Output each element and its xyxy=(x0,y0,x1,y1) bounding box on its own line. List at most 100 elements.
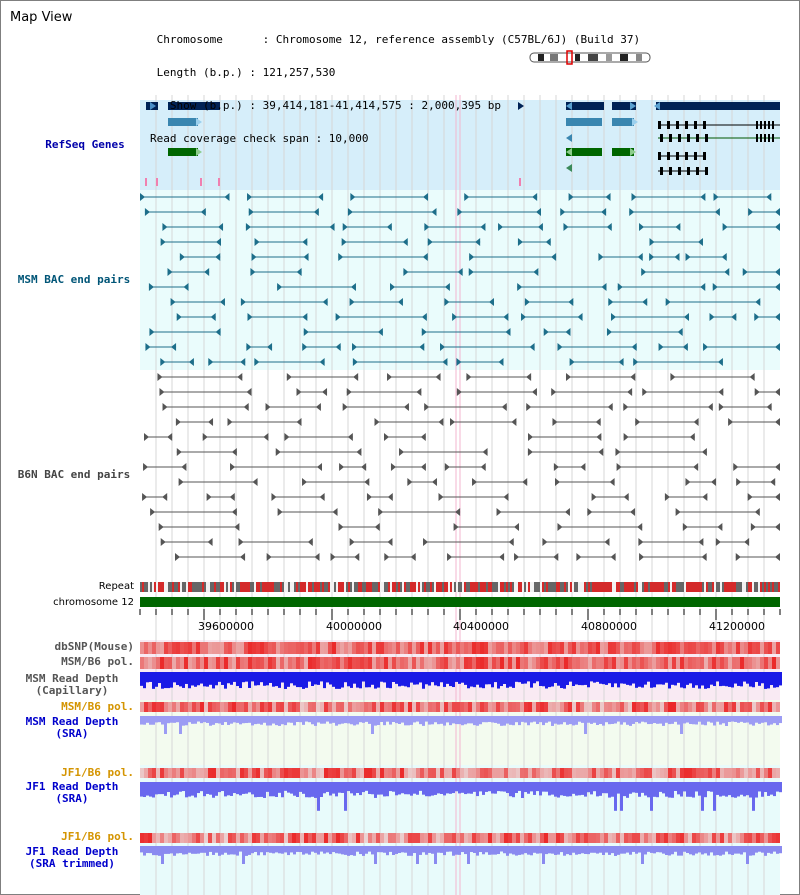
jf1-pol-heat-cell xyxy=(456,768,460,778)
msm-sra-depth-bar xyxy=(671,716,674,724)
repeat-segment xyxy=(676,582,678,592)
jf1-depth-trimmed-label[interactable]: JF1 Read Depth (SRA trimmed) xyxy=(25,845,119,870)
jf1-sra-depth-bar xyxy=(770,782,773,795)
jf1-sra-depth-bar xyxy=(638,782,641,797)
jf1-trim-depth-bar xyxy=(761,846,764,853)
b6n-bac-pair-end xyxy=(595,418,601,426)
jf1-trim-depth-bar xyxy=(632,846,635,852)
jf1-trim-depth-bar xyxy=(446,846,449,852)
msm-b6-pol-sra-label[interactable]: MSM/B6 pol. xyxy=(61,700,134,713)
msm-sra-depth-bar xyxy=(287,716,290,723)
msm-capillary-depth-bar xyxy=(737,672,740,686)
msm-capillary-depth-bar xyxy=(386,672,389,688)
msm-b6-pol-label[interactable]: MSM/B6 pol. xyxy=(61,655,134,668)
msm-sra-depth-bar xyxy=(716,716,719,722)
dbsnp-label[interactable]: dbSNP(Mouse) xyxy=(54,640,134,653)
msm-pol-heat-cell xyxy=(216,657,220,669)
msm-capillary-depth-bar xyxy=(569,672,572,682)
b6n-bac-pair-end xyxy=(717,523,723,531)
dbsnp-heat-cell xyxy=(652,642,656,654)
jf1-trim-depth-bar xyxy=(539,846,542,854)
msm-sra-depth-bar xyxy=(143,716,146,725)
jf1-pol-heat-cell xyxy=(720,768,724,778)
b6n-bac-pair-end xyxy=(604,538,610,546)
repeat-segment xyxy=(556,582,558,592)
repeat-segment xyxy=(766,582,768,592)
msm-bac-pair-end xyxy=(424,223,430,231)
jf1-trim-pol-heat-cell xyxy=(308,833,312,843)
msm-bac-pair-end xyxy=(637,253,643,261)
msm-capillary-depth-bar xyxy=(245,672,248,682)
jf1-trim-depth-bar xyxy=(158,846,161,856)
msm-pol-heat-cell xyxy=(364,657,368,669)
jf1-trim-depth-bar xyxy=(692,846,695,856)
msm-bac-pair-end xyxy=(608,298,614,306)
msm-bac-pair-end xyxy=(215,328,221,336)
jf1-sra-depth-bar xyxy=(230,782,233,796)
msm-depth-sra-label[interactable]: MSM Read Depth (SRA) xyxy=(25,715,119,740)
msm-pol-heat-cell xyxy=(168,657,172,669)
msm-pol-heat-cell xyxy=(344,657,348,669)
msm-pol-heat-cell xyxy=(400,657,404,669)
jf1-trim-pol-heat-cell xyxy=(764,833,768,843)
msm-sra-depth-bar xyxy=(149,716,152,725)
b6n-bac-pair-end xyxy=(466,373,472,381)
jf1-pol-heat-cell xyxy=(680,768,684,778)
msm-sra-pol-heat-cell xyxy=(496,702,500,712)
repeat-segment xyxy=(628,582,630,592)
msm-capillary-depth-bar xyxy=(575,672,578,685)
dbsnp-heat-cell xyxy=(572,642,576,654)
jf1-trim-pol-heat-cell xyxy=(276,833,280,843)
msm-bac-label[interactable]: MSM BAC end pairs xyxy=(17,273,131,286)
jf1-trim-depth-bar xyxy=(230,846,233,855)
jf1-trim-pol-heat-cell xyxy=(604,833,608,843)
jf1-b6-pol-trim-label[interactable]: JF1/B6 pol. xyxy=(61,830,134,843)
jf1-sra-depth-bar xyxy=(236,782,239,795)
jf1-sra-depth-bar xyxy=(452,782,455,794)
jf1-pol-heat-cell xyxy=(404,768,408,778)
repeat-segment xyxy=(346,582,348,592)
repeat-segment xyxy=(144,582,146,592)
jf1-trim-depth-bar xyxy=(746,846,749,864)
msm-sra-depth-bar xyxy=(449,716,452,726)
repeat-segment xyxy=(170,582,172,592)
jf1-trim-pol-heat-cell xyxy=(380,833,384,843)
msm-bac-pair-end xyxy=(329,223,335,231)
msm-pol-heat-cell xyxy=(444,657,448,669)
jf1-pol-heat-cell xyxy=(744,768,748,778)
msm-pol-heat-cell xyxy=(732,657,736,669)
msm-sra-pol-heat-cell xyxy=(536,702,540,712)
msm-sra-pol-heat-cell xyxy=(504,702,508,712)
jf1-trim-depth-bar xyxy=(566,846,569,855)
msm-sra-depth-bar xyxy=(179,716,182,734)
msm-depth-capillary-label[interactable]: MSM Read Depth (Capillary) xyxy=(25,672,119,697)
jf1-sra-depth-bar xyxy=(362,782,365,793)
jf1-trim-pol-heat-cell xyxy=(284,833,288,843)
msm-pol-heat-cell xyxy=(484,657,488,669)
jf1-pol-heat-cell xyxy=(340,768,344,778)
repeat-segment xyxy=(518,582,520,592)
repeat-segment xyxy=(550,582,552,592)
msm-sra-pol-heat-cell xyxy=(192,702,196,712)
jf1-sra-depth-bar xyxy=(566,782,569,797)
msm-sra-pol-heat-cell xyxy=(620,702,624,712)
b6n-bac-label[interactable]: B6N BAC end pairs xyxy=(17,468,131,481)
jf1-sra-depth-bar xyxy=(530,782,533,792)
msm-sra-depth-bar xyxy=(680,716,683,734)
jf1-pol-heat-cell xyxy=(452,768,456,778)
refseq-genes-label[interactable]: RefSeq Genes xyxy=(45,138,125,151)
jf1-sra-depth-bar xyxy=(419,782,422,791)
jf1-sra-depth-bar xyxy=(674,782,677,791)
msm-bac-pair-end xyxy=(775,208,780,216)
repeat-segment xyxy=(442,582,444,592)
b6n-bac-pair-end xyxy=(263,433,269,441)
msm-capillary-depth-bar xyxy=(629,672,632,686)
jf1-b6-pol-label[interactable]: JF1/B6 pol. xyxy=(61,766,134,779)
chromosome-info: Chromosome : Chromosome 12, reference as… xyxy=(150,12,640,155)
msm-sra-pol-heat-cell xyxy=(360,702,364,712)
jf1-depth-sra-label[interactable]: JF1 Read Depth (SRA) xyxy=(25,780,119,805)
msm-pol-heat-cell xyxy=(284,657,288,669)
refseq-exon xyxy=(669,134,672,142)
repeat-segment xyxy=(668,582,670,592)
